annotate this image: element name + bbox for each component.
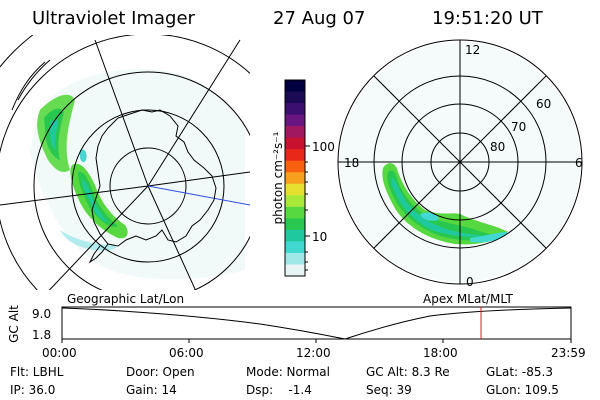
colorbar-band: [285, 183, 305, 196]
geo-latitude-circles: [0, 35, 250, 290]
colorbar-band: [285, 229, 305, 243]
mlat-label-60: 60: [536, 97, 552, 111]
mag-auroral-band: [382, 163, 508, 245]
colorbar-band: [285, 252, 305, 266]
altitude-x-tick-2359: 23:59: [551, 346, 586, 360]
geographic-map: [0, 35, 250, 290]
geo-longitude-lines: [0, 39, 250, 290]
colorbar-band: [285, 172, 305, 185]
mlat-label-70: 70: [511, 120, 527, 134]
filter-info: Flt: LBHL: [10, 365, 64, 379]
gain-info: Gain: 14: [126, 383, 177, 397]
colorbar-band: [285, 195, 305, 208]
mlt-label-18: 18: [344, 156, 360, 170]
antarctic-peninsula: [88, 243, 109, 264]
colorbar-band: [285, 241, 305, 254]
apex-caption: Apex MLat/MLT: [423, 292, 513, 306]
colorbar-band: [285, 206, 305, 219]
ip-info: IP: 36.0: [10, 383, 56, 397]
colorbar-band: [285, 264, 305, 277]
colorbar-tick-10: 10: [312, 230, 328, 244]
colorbar-band: [285, 126, 305, 139]
colorbar-band: [285, 218, 305, 231]
geo-meridian-highlight: [147, 185, 250, 206]
geographic-caption: Geographic Lat/Lon: [67, 292, 185, 306]
altitude-x-tick-0000: 00:00: [42, 346, 77, 360]
colorbar-band: [285, 91, 305, 104]
door-info: Door: Open: [126, 365, 195, 379]
dsp-info: Dsp: -1.4: [246, 383, 312, 397]
mlat-label-80: 80: [490, 140, 506, 154]
mode-info: Mode: Normal: [246, 365, 330, 379]
colorbar-unit-label: photon cm⁻²s⁻¹: [271, 131, 285, 225]
colorbar-band: [285, 137, 305, 150]
instrument-title: Ultraviolet Imager: [32, 8, 195, 29]
altitude-x-tick-1200: 12:00: [296, 346, 331, 360]
altitude-x-tick-0600: 06:00: [169, 346, 204, 360]
mag-grid: [337, 39, 583, 285]
colorbar-band: [285, 114, 305, 127]
date-label: 27 Aug 07: [273, 8, 366, 29]
altitude-y-tick-9: 9.0: [32, 307, 52, 321]
colorbar-ticks: [305, 145, 310, 271]
colorbar-band: [285, 80, 305, 93]
mlt-label-12: 12: [465, 43, 481, 57]
seq-info: Seq: 39: [366, 383, 412, 397]
colorbar-band: [285, 103, 305, 116]
glat-info: GLat: -85.3: [486, 365, 553, 379]
mlt-label-0: 0: [466, 275, 474, 289]
colorbar-frame: [284, 79, 306, 277]
mlt-label-6: 6: [575, 156, 583, 170]
colorbar-band: [285, 149, 305, 162]
colorbar-tick-100: 100: [312, 140, 335, 154]
altitude-axis-title: GC Alt: [7, 305, 21, 343]
altitude-y-tick-1-8: 1.8: [32, 328, 52, 342]
colorbar: [285, 80, 305, 277]
altitude-x-tick-1800: 18:00: [423, 346, 458, 360]
colorbar-band: [285, 160, 305, 173]
magnetic-map: [337, 39, 583, 285]
geo-auroral-band: [37, 94, 128, 251]
time-label: 19:51:20 UT: [432, 8, 543, 29]
antarctica-coastline: [91, 109, 217, 247]
geo-outer-arcs: [11, 59, 51, 111]
glon-info: GLon: 109.5: [486, 383, 559, 397]
gc-alt-info: GC Alt: 8.3 Re: [366, 365, 450, 379]
